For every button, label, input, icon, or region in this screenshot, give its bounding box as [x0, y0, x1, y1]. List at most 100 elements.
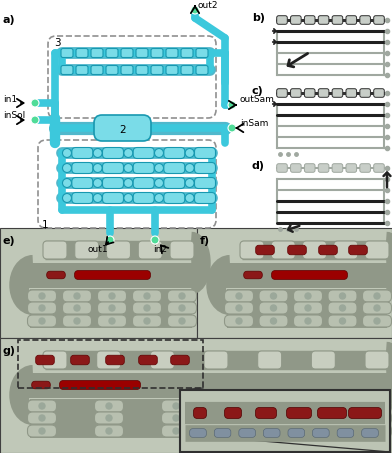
Circle shape — [93, 164, 102, 173]
FancyBboxPatch shape — [272, 270, 347, 280]
FancyBboxPatch shape — [346, 16, 357, 24]
Circle shape — [151, 236, 159, 244]
FancyBboxPatch shape — [360, 16, 370, 24]
FancyBboxPatch shape — [259, 290, 288, 302]
FancyBboxPatch shape — [332, 164, 343, 172]
FancyBboxPatch shape — [132, 315, 162, 327]
Circle shape — [374, 428, 380, 434]
Text: inSam: inSam — [240, 119, 269, 127]
FancyBboxPatch shape — [271, 241, 295, 259]
Circle shape — [179, 305, 185, 311]
FancyBboxPatch shape — [194, 408, 207, 419]
FancyBboxPatch shape — [121, 66, 133, 74]
FancyBboxPatch shape — [72, 163, 93, 173]
FancyBboxPatch shape — [365, 241, 389, 259]
FancyBboxPatch shape — [106, 355, 124, 365]
FancyBboxPatch shape — [61, 66, 73, 74]
Circle shape — [339, 318, 345, 324]
FancyBboxPatch shape — [60, 381, 140, 390]
FancyBboxPatch shape — [374, 164, 384, 172]
FancyBboxPatch shape — [97, 351, 121, 369]
FancyBboxPatch shape — [166, 48, 178, 58]
FancyBboxPatch shape — [318, 164, 329, 172]
Circle shape — [173, 428, 179, 434]
FancyBboxPatch shape — [196, 66, 208, 74]
FancyBboxPatch shape — [138, 241, 162, 259]
Circle shape — [185, 164, 194, 173]
FancyBboxPatch shape — [290, 16, 301, 24]
Circle shape — [62, 149, 71, 158]
FancyBboxPatch shape — [181, 66, 193, 74]
FancyBboxPatch shape — [259, 302, 288, 314]
FancyBboxPatch shape — [107, 241, 131, 259]
Circle shape — [62, 178, 71, 188]
FancyBboxPatch shape — [194, 148, 216, 159]
FancyBboxPatch shape — [62, 290, 91, 302]
FancyBboxPatch shape — [363, 315, 392, 327]
Text: 1: 1 — [42, 220, 49, 230]
FancyBboxPatch shape — [47, 271, 65, 279]
FancyBboxPatch shape — [374, 89, 384, 97]
FancyBboxPatch shape — [136, 48, 148, 58]
FancyBboxPatch shape — [166, 66, 178, 74]
Circle shape — [307, 428, 313, 434]
FancyBboxPatch shape — [312, 429, 329, 437]
FancyBboxPatch shape — [348, 408, 381, 419]
Text: a): a) — [3, 15, 16, 25]
Text: g): g) — [3, 346, 16, 356]
FancyBboxPatch shape — [290, 164, 301, 172]
Text: 3: 3 — [54, 38, 61, 48]
FancyBboxPatch shape — [27, 425, 56, 437]
FancyBboxPatch shape — [167, 315, 196, 327]
FancyBboxPatch shape — [98, 302, 127, 314]
Circle shape — [236, 318, 242, 324]
Circle shape — [154, 164, 163, 173]
FancyBboxPatch shape — [94, 115, 151, 141]
Circle shape — [270, 293, 276, 299]
Circle shape — [39, 428, 45, 434]
FancyBboxPatch shape — [133, 178, 154, 188]
FancyBboxPatch shape — [71, 355, 89, 365]
FancyBboxPatch shape — [229, 425, 258, 437]
FancyBboxPatch shape — [303, 241, 327, 259]
FancyBboxPatch shape — [363, 425, 392, 437]
Circle shape — [93, 149, 102, 158]
FancyBboxPatch shape — [290, 89, 301, 97]
FancyBboxPatch shape — [102, 178, 123, 188]
FancyBboxPatch shape — [171, 355, 189, 365]
Circle shape — [39, 318, 45, 324]
Circle shape — [374, 293, 380, 299]
Text: inSol: inSol — [3, 111, 25, 120]
FancyBboxPatch shape — [311, 351, 335, 369]
Circle shape — [106, 236, 114, 244]
FancyBboxPatch shape — [240, 241, 264, 259]
Bar — [18, 340, 203, 388]
FancyBboxPatch shape — [72, 148, 93, 159]
FancyBboxPatch shape — [43, 351, 67, 369]
FancyBboxPatch shape — [167, 290, 196, 302]
Text: b): b) — [252, 13, 265, 23]
FancyBboxPatch shape — [98, 290, 127, 302]
FancyBboxPatch shape — [229, 400, 258, 412]
Circle shape — [144, 293, 150, 299]
Circle shape — [307, 403, 313, 409]
FancyBboxPatch shape — [94, 425, 123, 437]
Circle shape — [240, 428, 246, 434]
Text: c): c) — [252, 86, 264, 96]
FancyBboxPatch shape — [277, 89, 287, 97]
Circle shape — [191, 6, 199, 14]
FancyBboxPatch shape — [363, 412, 392, 424]
FancyBboxPatch shape — [102, 148, 123, 159]
Circle shape — [106, 428, 112, 434]
FancyBboxPatch shape — [170, 241, 194, 259]
FancyBboxPatch shape — [305, 89, 315, 97]
FancyBboxPatch shape — [102, 193, 123, 203]
Circle shape — [236, 305, 242, 311]
Text: in2: in2 — [153, 246, 167, 255]
FancyBboxPatch shape — [76, 66, 88, 74]
FancyBboxPatch shape — [225, 315, 254, 327]
FancyBboxPatch shape — [61, 48, 73, 58]
Circle shape — [124, 149, 133, 158]
FancyBboxPatch shape — [43, 241, 67, 259]
Circle shape — [124, 178, 133, 188]
